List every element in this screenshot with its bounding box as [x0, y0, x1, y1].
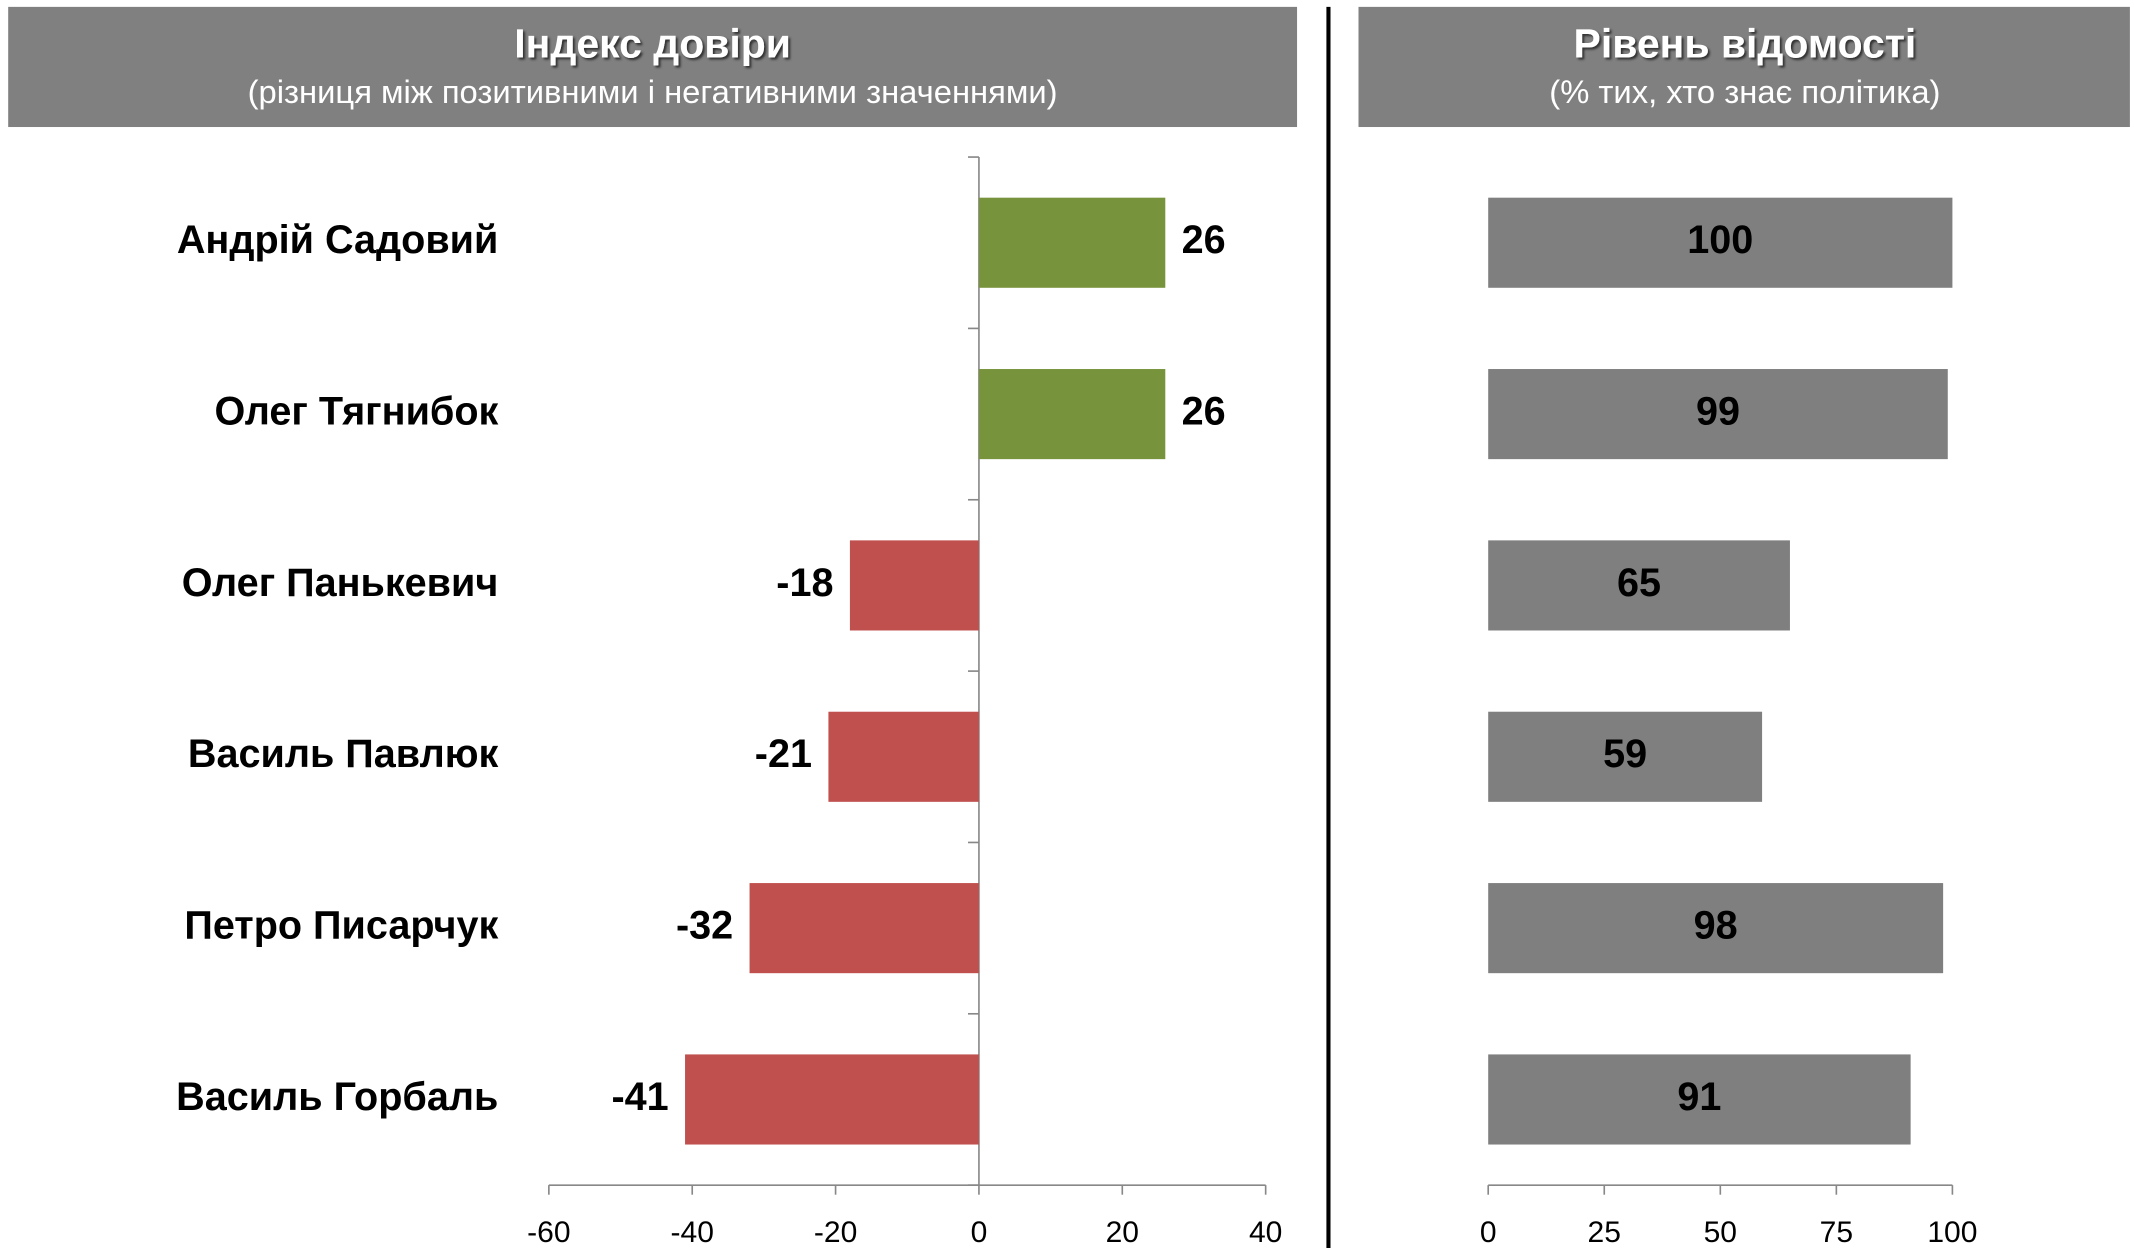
- bar: [828, 711, 979, 802]
- x-tick-label: 25: [1588, 1216, 1621, 1248]
- x-tick-label: 20: [1106, 1216, 1139, 1248]
- value-label: -32: [676, 904, 733, 948]
- x-tick-label: 50: [1704, 1216, 1737, 1248]
- x-tick-label: 100: [1927, 1216, 1977, 1248]
- x-tick-label: -20: [814, 1216, 857, 1248]
- x-tick-label: 75: [1820, 1216, 1853, 1248]
- bar: [849, 540, 979, 631]
- bar: [1488, 711, 1763, 802]
- bar: [1488, 1054, 1911, 1145]
- bar: [978, 197, 1166, 288]
- value-label: -21: [755, 732, 812, 776]
- x-tick-label: 0: [1480, 1216, 1497, 1248]
- bar: [1488, 540, 1790, 631]
- bar: [685, 1054, 979, 1145]
- chart-title: Індекс довіри: [514, 20, 791, 66]
- value-label: 100: [1687, 218, 1753, 262]
- header-box: [8, 6, 1298, 128]
- bar: [1488, 369, 1948, 460]
- value-label: 65: [1617, 561, 1661, 605]
- value-label: 26: [1182, 390, 1226, 434]
- chart-subtitle: (різниця між позитивними і негативними з…: [248, 73, 1058, 110]
- x-tick-label: -60: [527, 1216, 570, 1248]
- chart-title: Рівень відомості: [1574, 20, 1917, 66]
- bar: [749, 883, 979, 974]
- category-label: Василь Павлюк: [188, 732, 499, 776]
- header-box: [1358, 6, 2130, 128]
- category-label: Петро Писарчук: [184, 904, 498, 948]
- value-label: 99: [1696, 390, 1740, 434]
- value-label: 98: [1694, 904, 1738, 948]
- value-label: -41: [611, 1075, 668, 1119]
- x-tick-label: 0: [971, 1216, 988, 1248]
- x-tick-label: 40: [1249, 1216, 1282, 1248]
- bar: [978, 369, 1166, 460]
- value-label: 26: [1182, 218, 1226, 262]
- value-label: -18: [776, 561, 833, 605]
- value-label: 91: [1677, 1075, 1721, 1119]
- category-label: Олег Панькевич: [182, 561, 499, 605]
- category-label: Василь Горбаль: [176, 1075, 498, 1119]
- category-label: Андрій Садовий: [177, 218, 498, 262]
- bar: [1488, 883, 1944, 974]
- category-label: Олег Тягнибок: [215, 390, 499, 434]
- value-label: 59: [1603, 732, 1647, 776]
- chart-subtitle: (% тих, хто знає політика): [1549, 73, 1940, 110]
- bar: [1488, 197, 1953, 288]
- x-tick-label: -40: [671, 1216, 714, 1248]
